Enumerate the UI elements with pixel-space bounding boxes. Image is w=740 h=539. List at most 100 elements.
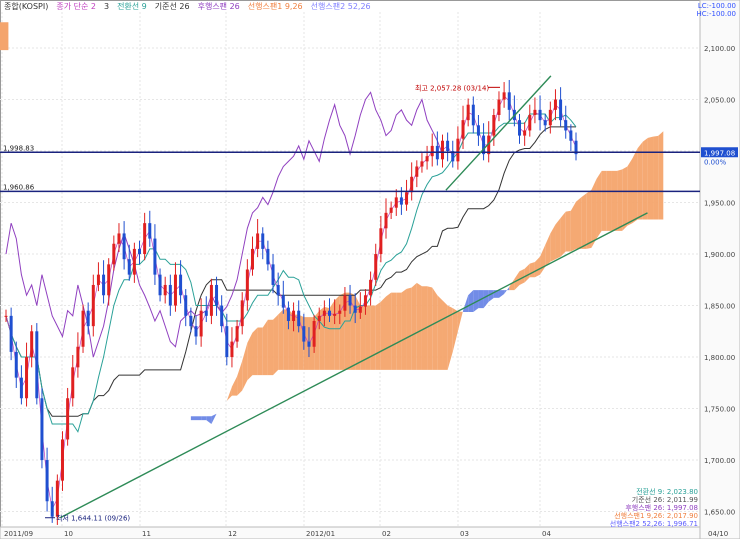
candle-body[interactable]: [507, 92, 511, 110]
candle-body[interactable]: [143, 223, 147, 255]
candle-body[interactable]: [333, 313, 337, 316]
candle-body[interactable]: [245, 269, 249, 301]
candle-body[interactable]: [250, 248, 254, 270]
candle-body[interactable]: [415, 166, 419, 177]
candle-body[interactable]: [502, 92, 506, 100]
candle-body[interactable]: [81, 310, 85, 347]
candle-body[interactable]: [173, 274, 177, 306]
candle-body[interactable]: [91, 284, 95, 327]
candle-body[interactable]: [35, 331, 39, 399]
candle-body[interactable]: [158, 274, 162, 296]
trend-line[interactable]: [59, 212, 648, 519]
candle-body[interactable]: [322, 310, 326, 316]
candle-body[interactable]: [317, 315, 321, 321]
candle-body[interactable]: [374, 254, 378, 280]
candle-body[interactable]: [40, 398, 44, 461]
candle-body[interactable]: [302, 326, 306, 342]
candle-body[interactable]: [184, 295, 188, 316]
candle-body[interactable]: [117, 233, 121, 244]
candle-body[interactable]: [132, 248, 136, 275]
candle-body[interactable]: [399, 197, 403, 205]
candle-body[interactable]: [286, 307, 290, 321]
candle-body[interactable]: [559, 99, 563, 121]
candle-body[interactable]: [564, 120, 568, 131]
candle-body[interactable]: [261, 233, 265, 249]
candle-body[interactable]: [60, 439, 64, 481]
candle-body[interactable]: [389, 207, 393, 213]
candle-body[interactable]: [209, 284, 213, 316]
candle-body[interactable]: [19, 377, 23, 399]
candle-body[interactable]: [405, 192, 409, 205]
candle-body[interactable]: [55, 480, 59, 517]
candle-body[interactable]: [574, 140, 578, 155]
candle-body[interactable]: [482, 135, 486, 155]
candle-body[interactable]: [523, 130, 527, 136]
candle-body[interactable]: [369, 279, 373, 296]
candle-body[interactable]: [220, 305, 224, 327]
candle-body[interactable]: [230, 341, 234, 358]
candle-body[interactable]: [440, 140, 444, 160]
candle-body[interactable]: [276, 284, 280, 296]
candle-body[interactable]: [199, 310, 203, 337]
candle-body[interactable]: [256, 233, 260, 249]
candle-body[interactable]: [194, 326, 198, 337]
candle-body[interactable]: [204, 310, 208, 316]
candle-body[interactable]: [127, 259, 131, 275]
candle-body[interactable]: [240, 300, 244, 327]
candle-body[interactable]: [548, 109, 552, 126]
candle-body[interactable]: [394, 197, 398, 208]
candle-body[interactable]: [451, 151, 455, 162]
candle-body[interactable]: [76, 346, 80, 368]
candle-body[interactable]: [25, 357, 29, 399]
candle-body[interactable]: [107, 264, 111, 296]
candle-body[interactable]: [466, 104, 470, 121]
candle-body[interactable]: [281, 295, 285, 308]
trend-line[interactable]: [445, 75, 552, 191]
candle-body[interactable]: [363, 295, 367, 307]
candle-body[interactable]: [297, 310, 301, 327]
candle-body[interactable]: [456, 138, 460, 162]
candle-body[interactable]: [96, 274, 100, 285]
candle-body[interactable]: [425, 156, 429, 162]
candle-body[interactable]: [235, 326, 239, 342]
candle-body[interactable]: [410, 176, 414, 193]
candle-body[interactable]: [102, 274, 106, 296]
candle-body[interactable]: [163, 284, 167, 296]
candle-body[interactable]: [215, 284, 219, 306]
candle-body[interactable]: [420, 161, 424, 167]
candle-body[interactable]: [148, 223, 152, 239]
candle-body[interactable]: [138, 248, 142, 255]
candle-body[interactable]: [30, 331, 34, 358]
candle-body[interactable]: [14, 351, 18, 378]
candle-body[interactable]: [348, 295, 352, 306]
candle-body[interactable]: [71, 367, 75, 399]
candle-body[interactable]: [307, 341, 311, 347]
candle-body[interactable]: [66, 398, 70, 440]
candle-body[interactable]: [528, 115, 532, 131]
candle-body[interactable]: [328, 310, 332, 316]
candle-body[interactable]: [533, 109, 537, 115]
candle-body[interactable]: [50, 501, 54, 517]
candle-body[interactable]: [189, 315, 193, 327]
candle-body[interactable]: [553, 99, 557, 110]
candle-body[interactable]: [353, 305, 357, 313]
candle-body[interactable]: [518, 120, 522, 136]
candle-body[interactable]: [461, 120, 465, 139]
candle-body[interactable]: [471, 104, 475, 126]
candle-body[interactable]: [543, 120, 547, 126]
candle-body[interactable]: [292, 310, 296, 321]
candle-body[interactable]: [358, 306, 362, 313]
candle-body[interactable]: [86, 310, 90, 327]
candle-body[interactable]: [430, 145, 434, 157]
candle-body[interactable]: [487, 135, 491, 155]
candle-body[interactable]: [497, 99, 501, 115]
candle-body[interactable]: [153, 238, 157, 275]
candle-body[interactable]: [446, 140, 450, 152]
candle-body[interactable]: [45, 460, 49, 502]
candle-body[interactable]: [225, 326, 229, 358]
candle-body[interactable]: [9, 315, 13, 352]
candle-body[interactable]: [343, 295, 347, 311]
candle-body[interactable]: [492, 115, 496, 136]
candle-body[interactable]: [312, 321, 316, 347]
